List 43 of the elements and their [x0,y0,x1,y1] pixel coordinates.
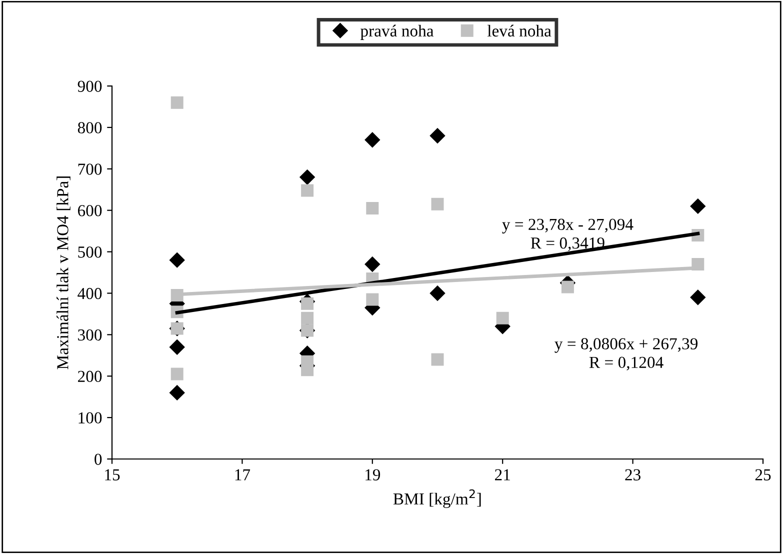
point [366,293,379,306]
point [170,96,184,109]
x-tick-label: 23 [625,469,640,480]
point [430,128,446,144]
point [301,364,314,376]
point [301,312,314,324]
point [690,198,706,214]
point [364,256,380,272]
point [366,202,379,215]
x-tick-label: 21 [495,469,510,480]
point [170,340,185,355]
point [431,353,444,366]
y-tick-label: 0 [94,454,102,465]
y-axis-title: Maximální tlak v MO4 [kPa] [56,176,70,370]
x-tick-label: 17 [235,469,250,480]
point [301,297,314,310]
point [561,280,574,294]
y-tick-label: 200 [78,370,102,382]
point [300,170,315,185]
y-tick-label: 900 [78,80,102,92]
point [301,184,314,197]
x-axis-title: BMI [kg/m$^{2}$] [393,489,481,508]
point [431,198,444,210]
point [170,252,185,268]
y-tick-label: 600 [78,205,102,216]
y-tick-label: 100 [78,412,102,424]
x-tick-label: 25 [755,469,771,480]
x-tick-label: 15 [105,469,120,480]
y-tick-label: 500 [78,246,102,258]
legend-label: pravá noha [360,24,434,40]
point [170,368,184,380]
point [496,312,509,324]
point [690,290,706,305]
y-tick-label: 800 [78,122,102,134]
point [430,286,446,301]
y-tick-label: 300 [78,329,102,341]
y-tick-label: 700 [78,164,102,175]
point [364,132,380,148]
annotation: y = 8,0806x + 267,39 R = 0,1204 [554,338,698,370]
legend-label: levá noha [487,24,552,37]
point [170,385,185,400]
x-tick-label: 19 [366,469,380,480]
y-tick-label: 400 [78,288,102,300]
